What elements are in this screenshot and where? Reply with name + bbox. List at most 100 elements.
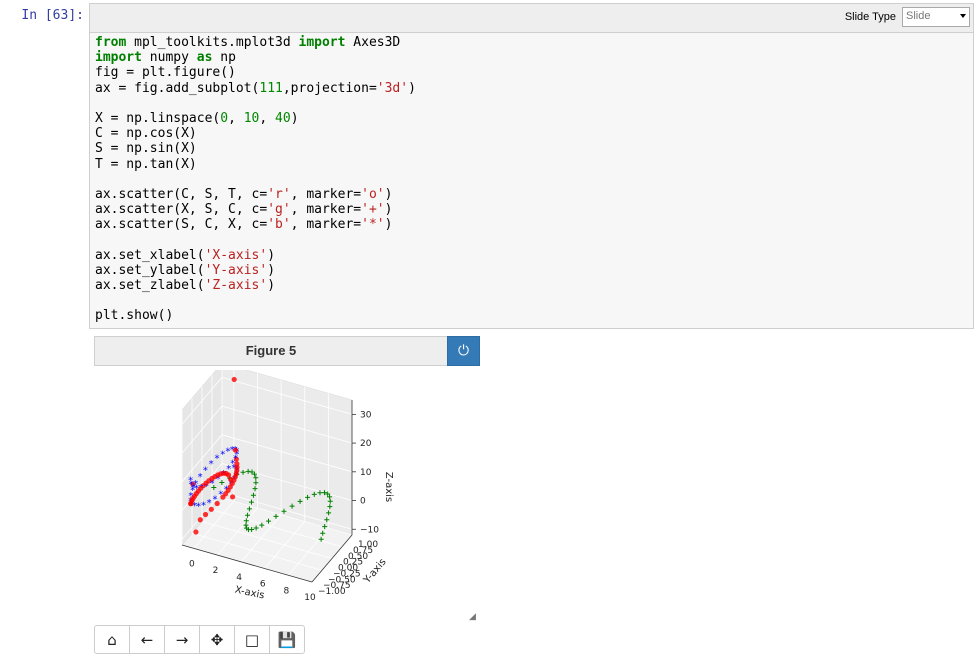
code-token: ax.set_ylabel( xyxy=(95,262,205,278)
blue-star-point: * xyxy=(193,479,198,490)
green-plus-point xyxy=(322,524,328,530)
red-circle-point xyxy=(220,470,227,476)
code-editor[interactable]: from mpl_toolkits.mplot3d import Axes3D i… xyxy=(95,35,416,324)
code-line: T = np.tan(X) xyxy=(95,157,416,172)
code-token: 0 xyxy=(220,110,229,126)
x-tick-label: 4 xyxy=(236,573,242,583)
grid-line xyxy=(221,497,353,536)
green-plus-point xyxy=(250,492,256,498)
figure-canvas[interactable]: 0 2 4 6 8 10 −1.00 −0.75 −0.50 −0.25 0.00 0.25 0.50 0… xyxy=(94,362,480,622)
green-plus-point xyxy=(249,469,255,475)
code-token: ) xyxy=(384,217,393,233)
code-token: plt.show() xyxy=(95,308,174,324)
resize-handle-icon[interactable]: ◢ xyxy=(469,612,476,622)
grid-line xyxy=(191,532,323,571)
green-plus-point xyxy=(253,480,259,486)
code-line: S = np.sin(X) xyxy=(95,141,416,156)
forward-button[interactable]: → xyxy=(164,625,200,654)
red-circle-point xyxy=(233,456,239,462)
x-tick-label: 6 xyxy=(260,580,266,590)
code-line: ax.set_ylabel('Y-axis') xyxy=(95,263,416,278)
code-line: ax.set_zlabel('Z-axis') xyxy=(95,278,416,293)
z-tick-label: −10 xyxy=(360,525,379,535)
green-plus-point xyxy=(253,475,259,481)
close-figure-button[interactable]: ⏻ xyxy=(447,336,480,366)
code-token: ) xyxy=(408,80,416,96)
blue-star-point: * xyxy=(207,498,212,509)
red-circle-point xyxy=(190,481,196,487)
green-plus-point xyxy=(240,469,246,475)
code-token: ) xyxy=(290,110,299,126)
grid-line xyxy=(221,376,353,415)
code-cell[interactable]: Slide Type Slide from mpl_toolkits.mplot… xyxy=(89,3,974,329)
code-line: C = np.cos(X) xyxy=(95,126,416,141)
code-token: ax.set_zlabel( xyxy=(95,278,205,293)
z-tick-label: 30 xyxy=(360,410,372,420)
green-plus-point xyxy=(321,490,327,496)
red-circle-point xyxy=(190,495,196,502)
back-button[interactable]: ← xyxy=(129,625,165,654)
code-token: ) xyxy=(267,262,276,278)
code-token: fig = plt.figure() xyxy=(95,65,236,81)
code-token: 'X-axis' xyxy=(204,247,268,263)
cell-prompt: In [63]: xyxy=(21,8,84,23)
red-circle-point xyxy=(198,485,204,491)
red-circle-point xyxy=(197,517,203,523)
z-tick-label: 10 xyxy=(360,468,372,478)
code-line: from mpl_toolkits.mplot3d import Axes3D xyxy=(95,35,416,50)
green-plus-point xyxy=(273,513,279,519)
red-circle-point xyxy=(220,494,226,500)
code-token: 'g' xyxy=(267,202,291,218)
green-plus-point xyxy=(289,503,295,509)
code-line: ax.scatter(S, C, X, c='b', marker='*') xyxy=(95,217,416,232)
grid-line xyxy=(221,491,353,530)
code-token: ax.scatter(X, S, C, c= xyxy=(95,202,268,218)
slide-type-select[interactable]: Slide xyxy=(902,7,970,27)
green-plus-point xyxy=(305,494,311,500)
zoom-button[interactable]: □ xyxy=(234,625,270,654)
power-icon: ⏻ xyxy=(457,343,470,359)
y-tick-label: −0.75 xyxy=(323,581,351,591)
code-token: , marker= xyxy=(290,202,362,218)
blue-star-point: * xyxy=(232,474,237,485)
red-circle-point xyxy=(229,480,235,487)
blue-star-point: * xyxy=(230,459,235,470)
x-tick-label: 0 xyxy=(189,559,195,569)
code-line: import numpy as np xyxy=(95,50,416,65)
green-plus-point xyxy=(246,506,252,512)
code-token: '3d' xyxy=(376,80,409,96)
code-token: ) xyxy=(267,247,276,263)
y-tick-label: 0.75 xyxy=(353,546,373,556)
green-plus-point xyxy=(243,522,249,528)
code-token: ax.scatter(C, S, T, c= xyxy=(95,186,268,202)
code-token: S = np.sin(X) xyxy=(95,141,197,157)
y-tick-label: −1.00 xyxy=(318,587,346,597)
figure-toolbar: ⌂ ← → ✥ □ 💾 xyxy=(94,625,305,655)
blue-star-point: * xyxy=(210,478,215,489)
green-plus-point xyxy=(297,498,303,504)
slide-type-label: Slide Type xyxy=(844,11,896,23)
blue-star-point: * xyxy=(215,454,220,465)
red-circle-point xyxy=(193,491,199,497)
code-line: X = np.linspace(0, 10, 40) xyxy=(95,111,416,126)
code-token: ) xyxy=(267,278,276,293)
blue-star-point: * xyxy=(201,501,206,512)
grid-line xyxy=(181,377,223,425)
code-token: numpy xyxy=(141,50,197,66)
save-button[interactable]: 💾 xyxy=(269,625,305,654)
code-token: from xyxy=(95,35,127,50)
y-axis-line xyxy=(311,534,353,583)
blue-star-point: * xyxy=(234,450,239,461)
grid-line xyxy=(221,405,353,444)
pan-button[interactable]: ✥ xyxy=(199,625,235,654)
green-plus-point xyxy=(327,504,333,510)
green-plus-point xyxy=(266,518,272,524)
code-token: '*' xyxy=(361,217,385,233)
home-button[interactable]: ⌂ xyxy=(94,625,130,654)
red-circle-point xyxy=(209,475,215,482)
y-tick-label: 0.50 xyxy=(348,552,368,562)
code-token: ax.set_xlabel( xyxy=(95,247,205,263)
code-line xyxy=(95,172,416,187)
green-plus-point xyxy=(249,527,255,533)
code-token: , marker= xyxy=(290,217,362,233)
